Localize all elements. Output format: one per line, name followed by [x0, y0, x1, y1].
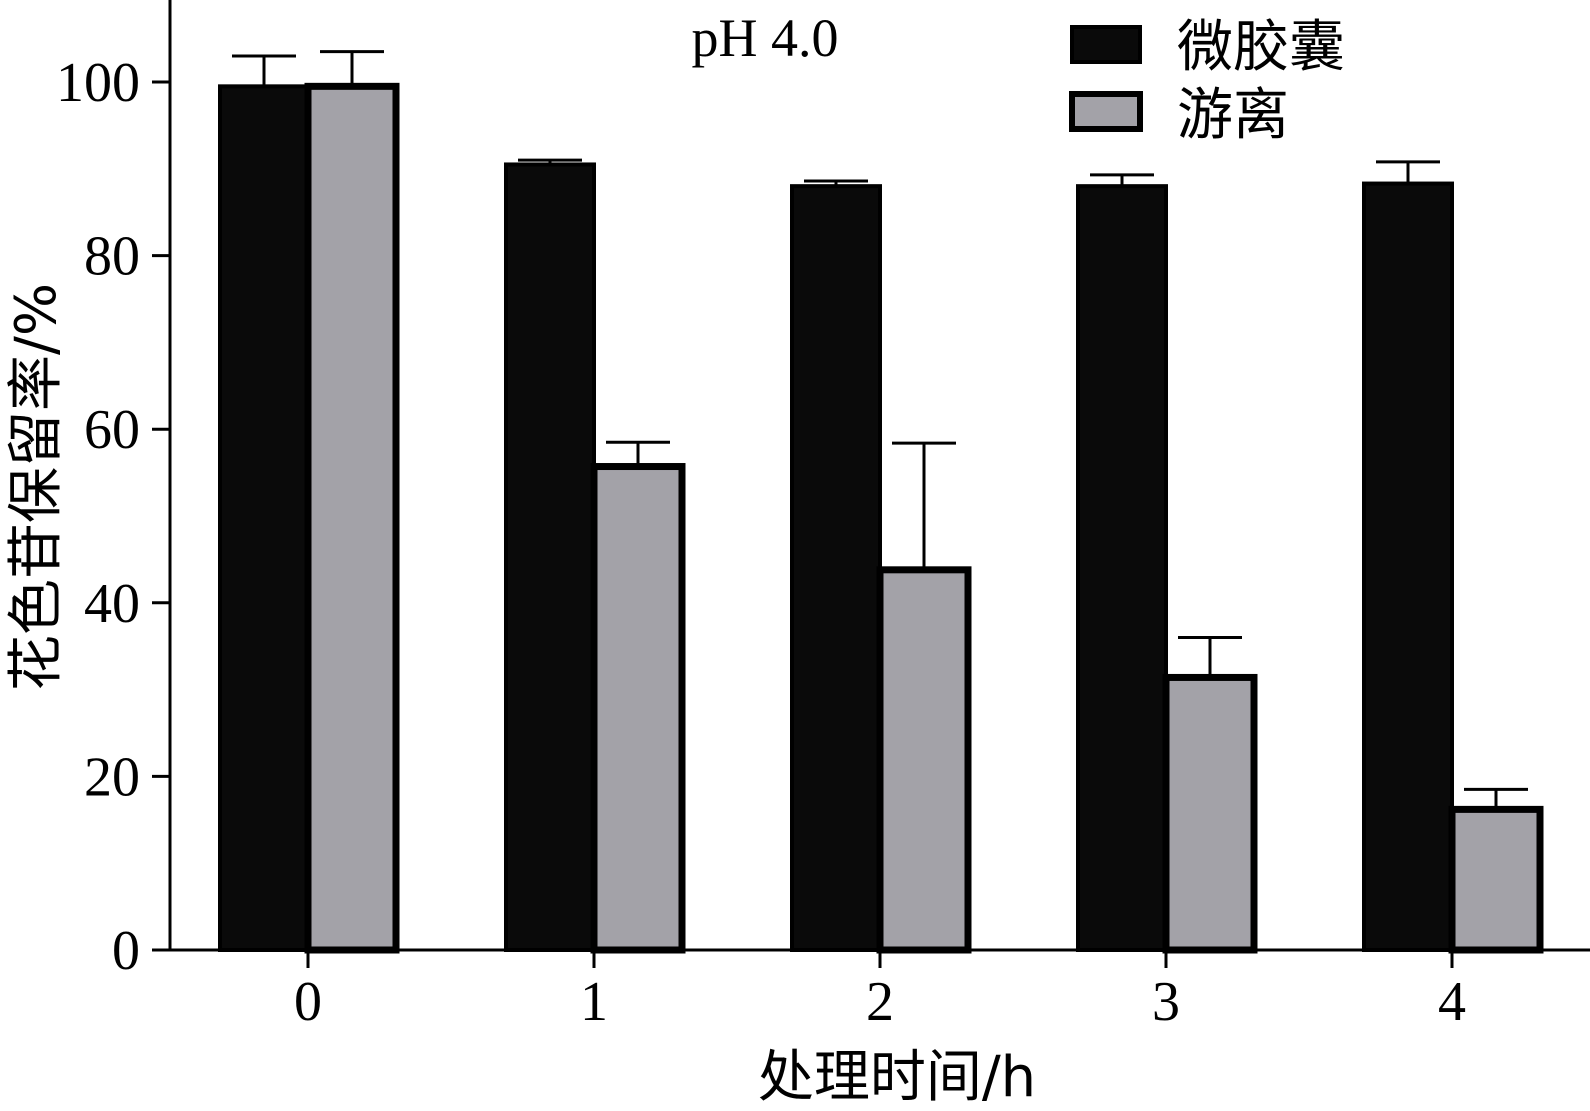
bar-free-2	[876, 566, 972, 954]
bar-microcapsule-1	[504, 162, 596, 952]
bar-free-1	[590, 463, 686, 954]
y-tick-label-0: 0	[112, 920, 140, 982]
y-axis-title: 花色苷保留率/%	[4, 283, 69, 691]
x-tick-label-3: 3	[1152, 971, 1180, 1033]
x-tick-label-2: 2	[866, 971, 894, 1033]
y-ticks-layer: 0 20 40 60 80 100	[56, 52, 170, 982]
bars-layer	[218, 82, 1544, 954]
y-tick-label-80: 80	[84, 226, 140, 288]
y-tick-label-40: 40	[84, 573, 140, 635]
chart-annotation: pH 4.0	[692, 8, 839, 68]
legend: 微胶囊 游离	[1069, 15, 1345, 148]
y-tick-label-20: 20	[84, 746, 140, 808]
legend-label-microcapsule: 微胶囊	[1177, 15, 1345, 80]
x-tick-label-1: 1	[580, 971, 608, 1033]
x-tick-label-0: 0	[294, 971, 322, 1033]
bar-microcapsule-3	[1076, 184, 1168, 953]
legend-swatch-microcapsule	[1070, 25, 1142, 64]
legend-label-free: 游离	[1177, 83, 1289, 148]
x-tick-label-4: 4	[1438, 971, 1466, 1033]
x-axis-title: 处理时间/h	[758, 1045, 1036, 1110]
y-tick-label-100: 100	[56, 52, 140, 114]
legend-swatch-free	[1069, 91, 1143, 132]
bar-free-0	[304, 82, 400, 954]
y-tick-label-60: 60	[84, 399, 140, 461]
bar-microcapsule-2	[790, 184, 882, 953]
bar-microcapsule-4	[1362, 181, 1454, 952]
bar-microcapsule-0	[218, 84, 310, 952]
bar-free-4	[1448, 805, 1544, 954]
error-bars-layer	[232, 50, 1528, 810]
x-ticks-layer: 0 1 2 3 4	[294, 950, 1466, 1033]
bar-free-3	[1162, 673, 1258, 954]
